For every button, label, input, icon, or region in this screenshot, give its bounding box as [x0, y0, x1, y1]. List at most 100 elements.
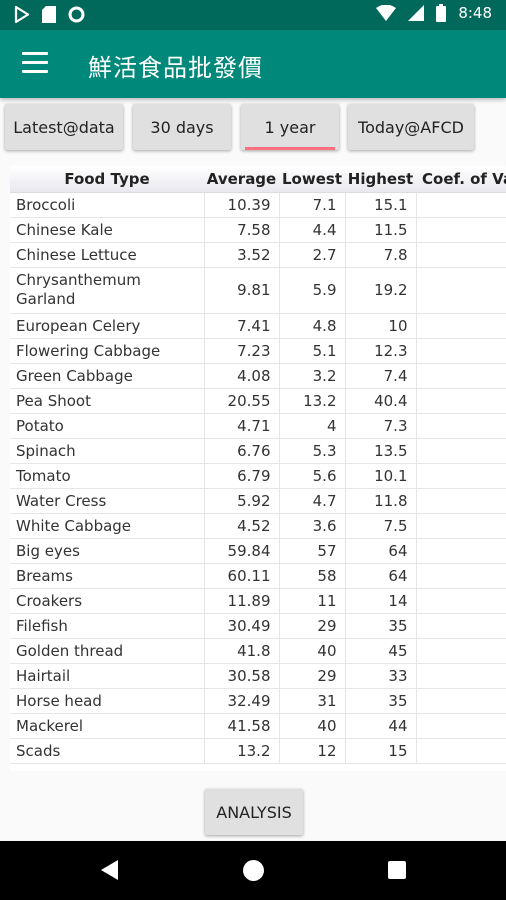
price-table: Food Type Average Lowest Highest Coef. o… [10, 166, 506, 764]
tab-today-afcd[interactable]: Today@AFCD [348, 104, 474, 150]
cell-highest: 64 [345, 538, 417, 564]
cell-coef: 0.1 [416, 192, 506, 218]
cell-average: 6.79 [204, 463, 280, 489]
cell-food-type: Golden thread [10, 638, 205, 664]
header-highest[interactable]: Highest [345, 166, 416, 193]
cell-lowest: 5.9 [279, 267, 346, 314]
cell-food-type: Spinach [10, 438, 205, 464]
cell-highest: 11.8 [345, 488, 417, 514]
cell-coef: 0.0 [416, 563, 506, 589]
cell-coef: 0.1 [416, 217, 506, 243]
cell-food-type: Flowering Cabbage [10, 338, 205, 364]
home-icon[interactable] [243, 860, 264, 881]
cell-lowest: 40 [279, 713, 346, 739]
cell-food-type: Hairtail [10, 663, 205, 689]
cell-average: 7.23 [204, 338, 280, 364]
cell-food-type: Mackerel [10, 713, 205, 739]
cell-coef: 0.0 [416, 538, 506, 564]
cell-average: 4.08 [204, 363, 280, 389]
navigation-bar [0, 841, 506, 900]
cell-average: 41.8 [204, 638, 280, 664]
cell-coef: 0.0 [416, 688, 506, 714]
cell-average: 4.71 [204, 413, 280, 439]
cell-lowest: 4.4 [279, 217, 346, 243]
cell-highest: 15 [345, 738, 417, 764]
cell-highest: 10 [345, 313, 417, 339]
header-coef[interactable]: Coef. of Va [416, 166, 506, 193]
cell-average: 30.49 [204, 613, 280, 639]
header-lowest[interactable]: Lowest [279, 166, 345, 193]
cell-food-type: Filefish [10, 613, 205, 639]
cell-average: 6.76 [204, 438, 280, 464]
back-icon[interactable] [101, 860, 118, 880]
cell-lowest: 58 [279, 563, 346, 589]
cell-average: 32.49 [204, 688, 280, 714]
cell-food-type: Chinese Lettuce [10, 242, 205, 268]
header-food-type[interactable]: Food Type [10, 166, 204, 193]
cell-coef: 0.1 [416, 513, 506, 539]
cell-coef: 0.1 [416, 242, 506, 268]
cell-average: 7.41 [204, 313, 280, 339]
recent-apps-icon[interactable] [388, 861, 406, 879]
cell-average: 9.81 [204, 267, 280, 314]
cell-highest: 10.1 [345, 463, 417, 489]
cell-coef: 0.1 [416, 313, 506, 339]
analysis-button[interactable]: ANALYSIS [205, 789, 303, 835]
cell-lowest: 3.2 [279, 363, 346, 389]
period-tabs: Latest@data 30 days 1 year Today@AFCD [0, 104, 506, 152]
cell-lowest: 4 [279, 413, 346, 439]
cell-lowest: 5.3 [279, 438, 346, 464]
header-average[interactable]: Average [204, 166, 279, 193]
cell-highest: 7.8 [345, 242, 417, 268]
cell-highest: 7.5 [345, 513, 417, 539]
tab-latest-data[interactable]: Latest@data [5, 104, 123, 150]
cell-lowest: 57 [279, 538, 346, 564]
cell-average: 11.89 [204, 588, 280, 614]
cell-average: 5.92 [204, 488, 280, 514]
table-header-row: Food Type Average Lowest Highest Coef. o… [10, 166, 506, 193]
cell-coef: 0.0 [416, 638, 506, 664]
cell-food-type: Potato [10, 413, 205, 439]
sd-card-icon [42, 6, 56, 23]
cell-coef: 0.1 [416, 463, 506, 489]
play-store-icon [14, 6, 30, 23]
cell-highest: 13.5 [345, 438, 417, 464]
battery-icon [436, 4, 447, 22]
price-table-container[interactable]: Food Type Average Lowest Highest Coef. o… [10, 166, 506, 771]
cell-highest: 7.4 [345, 363, 417, 389]
cell-average: 60.11 [204, 563, 280, 589]
cell-lowest: 3.6 [279, 513, 346, 539]
cell-average: 10.39 [204, 192, 280, 218]
cell-food-type: European Celery [10, 313, 205, 339]
cell-food-type: Chrysanthemum Garland [10, 267, 205, 314]
cell-highest: 33 [345, 663, 417, 689]
hamburger-menu-icon[interactable] [22, 52, 48, 74]
tab-30-days[interactable]: 30 days [133, 104, 231, 150]
cell-food-type: Scads [10, 738, 205, 764]
tab-1-year[interactable]: 1 year [241, 104, 339, 150]
cell-highest: 64 [345, 563, 417, 589]
cell-lowest: 2.7 [279, 242, 346, 268]
